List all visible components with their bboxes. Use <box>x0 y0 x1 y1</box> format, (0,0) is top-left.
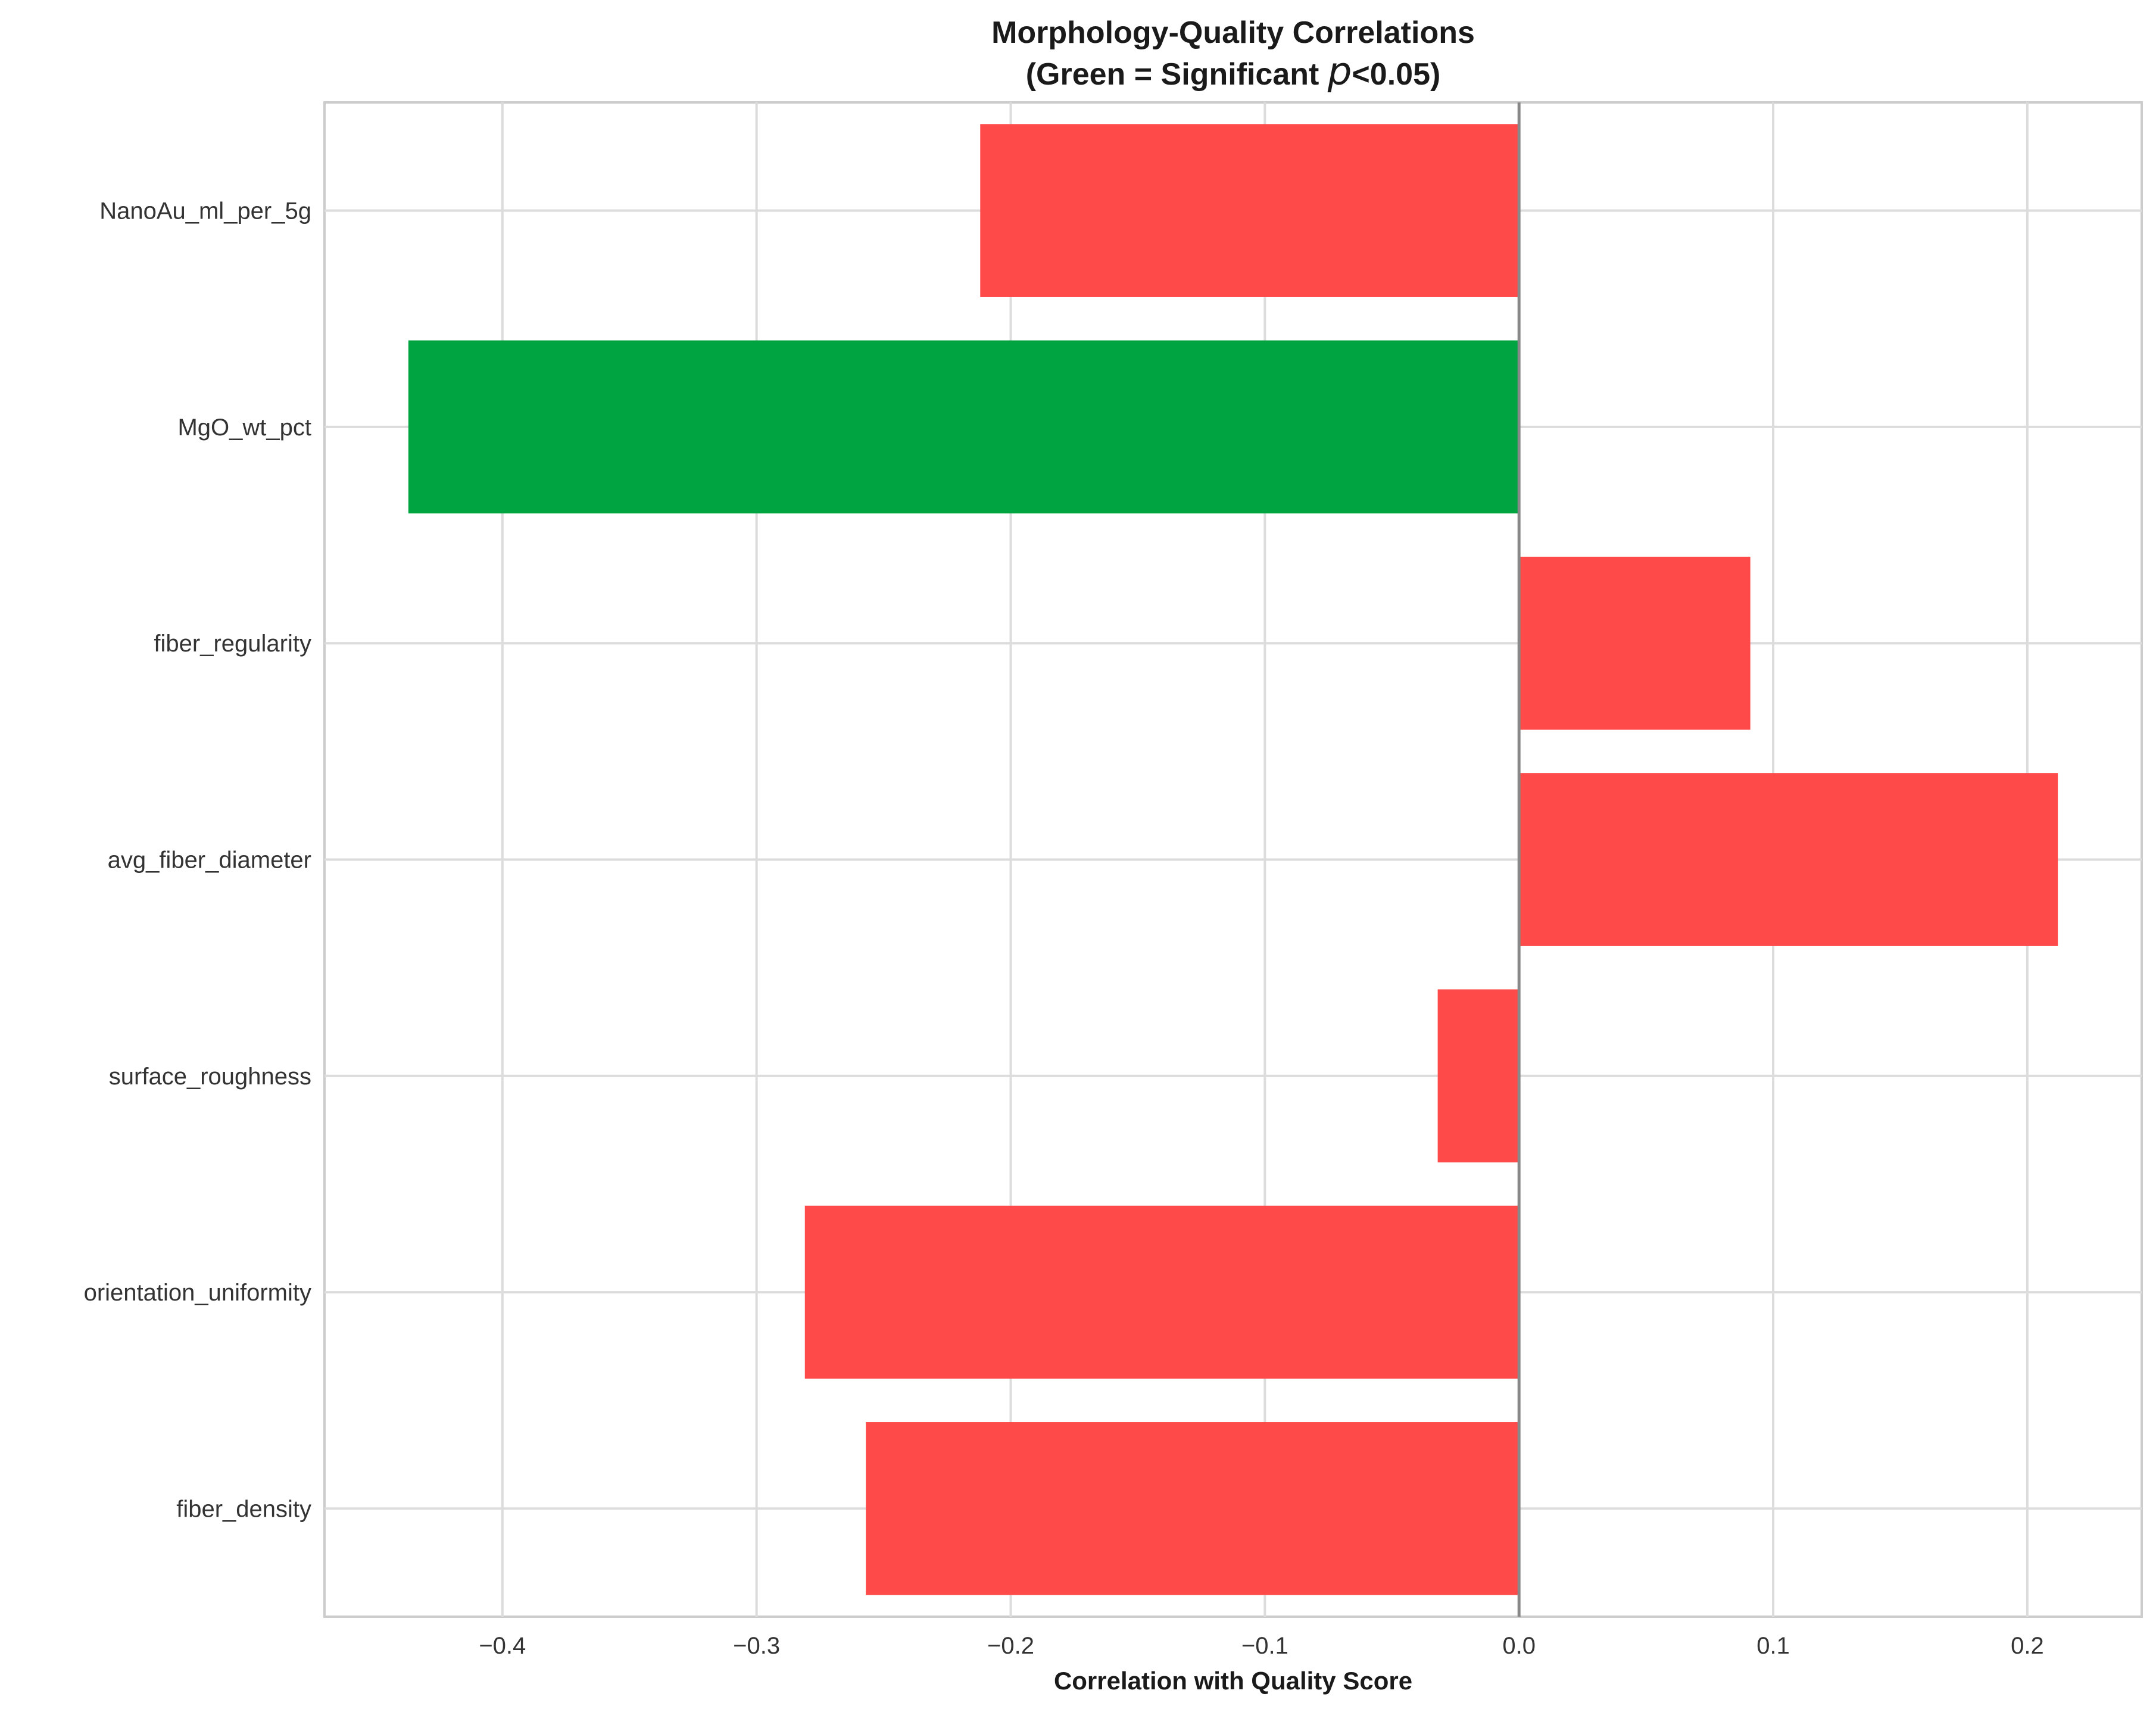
x-tick-label: −0.2 <box>987 1633 1034 1659</box>
chart-title-line2: (Green = Significant p<0.05) <box>1026 50 1441 94</box>
y-tick-label: fiber_regularity <box>154 631 311 657</box>
x-tick-label: −0.4 <box>479 1633 526 1659</box>
bar-fiber-regularity <box>1519 556 1751 730</box>
y-tick-label: fiber_density <box>176 1496 311 1522</box>
bar-fiber-density <box>866 1422 1520 1595</box>
title-line2-italic: p <box>1327 50 1352 94</box>
bar-surface-roughness <box>1437 989 1520 1163</box>
y-tick-label: NanoAu_ml_per_5g <box>99 198 311 224</box>
chart-title-line1: Morphology-Quality Correlations <box>991 15 1475 50</box>
axis-layer: −0.4 −0.3 −0.2 −0.1 0.0 0.1 0.2 NanoAu_ml_per_5… <box>84 102 2044 1659</box>
chart-title: Morphology-Quality Correlations (Green =… <box>991 15 1475 94</box>
y-tick-label: avg_fiber_diameter <box>108 847 311 874</box>
x-axis-title: Correlation with Quality Score <box>1054 1667 1412 1695</box>
y-tick-label: surface_roughness <box>109 1064 311 1090</box>
bar-avg-fiber-diameter <box>1519 773 2058 946</box>
y-tick-label: orientation_uniformity <box>84 1280 311 1306</box>
title-line2-suffix: <0.05) <box>1352 57 1440 92</box>
x-tick-label: 0.0 <box>1502 1633 1536 1659</box>
title-line2-prefix: (Green = Significant <box>1026 57 1328 92</box>
y-tick-label: MgO_wt_pct <box>177 414 311 441</box>
bar-layer <box>408 124 2058 1595</box>
x-tick-label: 0.1 <box>1756 1633 1790 1659</box>
bar-mgo-wt-pct <box>408 340 1520 514</box>
x-tick-label: −0.1 <box>1241 1633 1288 1659</box>
x-tick-label: 0.2 <box>2011 1633 2044 1659</box>
x-tick-label: −0.3 <box>733 1633 780 1659</box>
bar-nanoau-ml-per-5g <box>980 124 1520 297</box>
bar-orientation-uniformity <box>804 1205 1520 1379</box>
